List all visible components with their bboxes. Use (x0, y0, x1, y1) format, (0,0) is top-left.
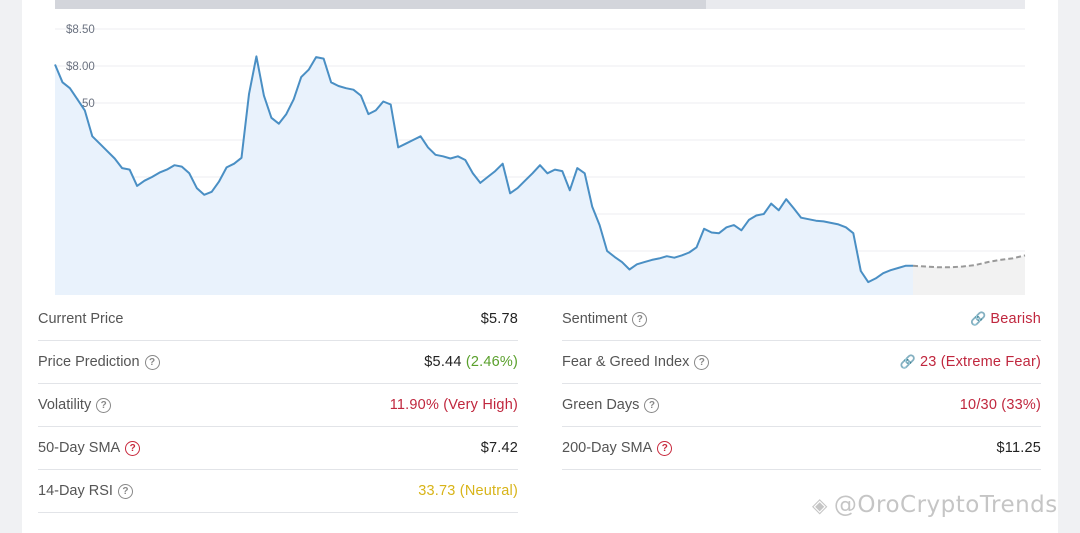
help-icon[interactable]: ? (125, 440, 141, 456)
stat-value: $5.44 (2.46%) (424, 354, 518, 370)
forecast-line (912, 254, 1026, 269)
stat-label: Green Days? (562, 397, 660, 413)
stat-fear-greed: Fear & Greed Index? 🔗 23 (Extreme Fear) (562, 341, 1041, 384)
stats-left: Current Price $5.78 Price Prediction? $5… (38, 298, 518, 513)
stat-label: 14-Day RSI? (38, 483, 133, 499)
stat-label: Current Price (38, 311, 124, 327)
stat-50-day-sma: 50-Day SMA? $7.42 (38, 427, 518, 470)
forecast-area (913, 255, 1025, 295)
stat-value: 10/30 (33%) (959, 397, 1041, 413)
help-icon[interactable]: ? (644, 397, 660, 413)
y-tick-label: $8.50 (66, 24, 95, 36)
stat-price-prediction: Price Prediction? $5.44 (2.46%) (38, 341, 518, 384)
stat-14-day-rsi: 14-Day RSI? 33.73 (Neutral) (38, 470, 518, 513)
help-icon[interactable]: ? (632, 311, 648, 327)
price-chart: $8.50$8.00$7.50$7.00$6.50$6.00$5.50$5.00 (54, 24, 1026, 296)
stat-value: $7.42 (480, 440, 518, 456)
stat-200-day-sma: 200-Day SMA? $11.25 (562, 427, 1041, 470)
link-icon: 🔗 (970, 311, 987, 326)
chart-range-scrollbar[interactable] (55, 0, 1025, 9)
stat-label: 200-Day SMA? (562, 440, 673, 456)
stat-label: 50-Day SMA? (38, 440, 141, 456)
link-icon: 🔗 (899, 354, 916, 369)
stat-value: $5.78 (480, 311, 518, 327)
help-icon[interactable]: ? (96, 397, 112, 413)
stat-current-price: Current Price $5.78 (38, 298, 518, 341)
help-icon[interactable]: ? (117, 483, 133, 499)
help-icon[interactable]: ? (144, 354, 160, 370)
stat-sentiment: Sentiment? 🔗 Bearish (562, 298, 1041, 341)
stat-label: Sentiment? (562, 311, 648, 327)
chart-range-thumb[interactable] (55, 0, 706, 9)
stat-value: 11.90% (Very High) (389, 397, 518, 413)
stat-value[interactable]: 🔗 23 (Extreme Fear) (899, 354, 1041, 370)
stat-value[interactable]: 🔗 Bearish (970, 311, 1041, 327)
stat-volatility: Volatility? 11.90% (Very High) (38, 384, 518, 427)
stat-label: Fear & Greed Index? (562, 354, 710, 370)
price-line (54, 55, 913, 284)
price-area (55, 56, 913, 296)
stat-value: $11.25 (996, 440, 1041, 456)
stat-green-days: Green Days? 10/30 (33%) (562, 384, 1041, 427)
stat-label: Volatility? (38, 397, 112, 413)
prediction-percent: (2.46%) (465, 354, 518, 370)
help-icon[interactable]: ? (694, 354, 710, 370)
help-icon[interactable]: ? (657, 440, 673, 456)
stat-value: 33.73 (Neutral) (418, 483, 518, 499)
stats-right: Sentiment? 🔗 Bearish Fear & Greed Index? … (562, 298, 1041, 470)
stat-label: Price Prediction? (38, 354, 160, 370)
watermark-text: @OroCryptoTrends (833, 492, 1058, 518)
y-tick-label: $8.00 (66, 61, 95, 73)
watermark: ◈ @OroCryptoTrends (812, 492, 1058, 518)
binance-logo-icon: ◈ (812, 493, 828, 517)
